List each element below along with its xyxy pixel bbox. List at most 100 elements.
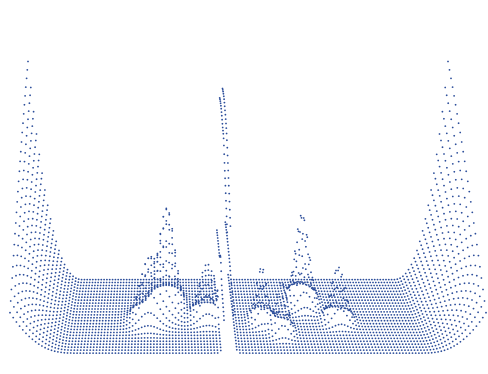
surface-point [448,260,451,263]
surface-point [244,322,247,325]
surface-point [140,326,143,329]
surface-point [349,299,352,302]
surface-point [337,278,339,281]
surface-point [188,352,190,354]
surface-point [100,305,103,307]
surface-point [199,281,202,284]
surface-point [262,284,264,287]
surface-point [462,338,465,341]
surface-point [67,325,70,327]
surface-point [26,318,29,320]
surface-point [22,113,25,115]
surface-point [371,319,374,322]
surface-point [130,352,133,354]
surface-point [235,299,238,302]
surface-point [180,320,183,323]
surface-point [364,343,366,346]
surface-point [118,302,121,304]
surface-point [26,233,28,236]
surface-point [101,296,104,299]
surface-point [82,352,85,354]
surface-point [377,302,379,304]
surface-point [478,295,481,298]
surface-point [95,296,98,299]
surface-point [44,254,47,257]
surface-point [130,302,132,304]
surface-point [276,313,279,316]
surface-point [403,296,406,298]
surface-point [214,317,217,319]
surface-point [229,225,232,228]
surface-point [130,287,133,290]
surface-point [456,269,458,272]
surface-point [261,296,264,299]
surface-point [64,300,67,303]
surface-point [337,299,340,302]
surface-point [480,277,483,279]
surface-point [354,352,356,354]
surface-point [348,287,351,290]
surface-point [47,264,50,266]
surface-point [406,316,409,319]
surface-point [238,349,241,351]
surface-point [453,95,455,97]
surface-point [231,290,234,293]
surface-point [132,311,134,314]
surface-point [34,237,36,240]
surface-point [417,311,420,314]
surface-point [416,249,418,252]
surface-point [458,320,461,323]
surface-point [193,337,196,340]
surface-point [228,192,231,195]
surface-point [256,337,258,340]
surface-point [363,340,365,343]
surface-point [130,293,133,296]
surface-point [451,340,454,343]
surface-point [102,346,105,349]
surface-point [292,316,294,319]
surface-point [263,290,265,293]
surface-point [25,290,27,292]
surface-point [159,256,162,259]
surface-point [220,270,223,273]
surface-point [336,304,339,307]
surface-point [95,299,97,302]
surface-point [259,287,262,290]
surface-point [46,301,49,304]
surface-point [373,325,376,328]
surface-point [443,326,445,329]
surface-point [187,331,189,334]
surface-point [200,293,202,296]
surface-point [381,299,384,302]
surface-point [333,346,336,349]
surface-point [111,349,114,351]
surface-point [216,346,219,348]
surface-point [105,316,107,319]
surface-point [17,190,19,193]
surface-point [247,302,250,304]
surface-point [406,301,409,304]
surface-point [191,287,193,290]
surface-point [26,126,29,129]
surface-point [415,316,418,318]
surface-point [190,281,193,284]
surface-point [423,307,426,310]
surface-point [348,343,351,346]
surface-point [344,352,347,354]
surface-point [216,352,219,354]
surface-point [353,284,356,287]
surface-point [340,290,343,293]
surface-point [294,343,297,346]
surface-point [456,218,459,220]
surface-point [313,319,316,322]
surface-point [21,237,24,240]
surface-point [224,113,227,116]
surface-point [16,201,19,203]
surface-point [330,317,333,320]
surface-point [121,346,124,349]
surface-point [402,293,405,295]
surface-point [360,331,362,334]
surface-point [290,301,292,304]
surface-point [246,337,249,340]
surface-point [413,302,416,305]
